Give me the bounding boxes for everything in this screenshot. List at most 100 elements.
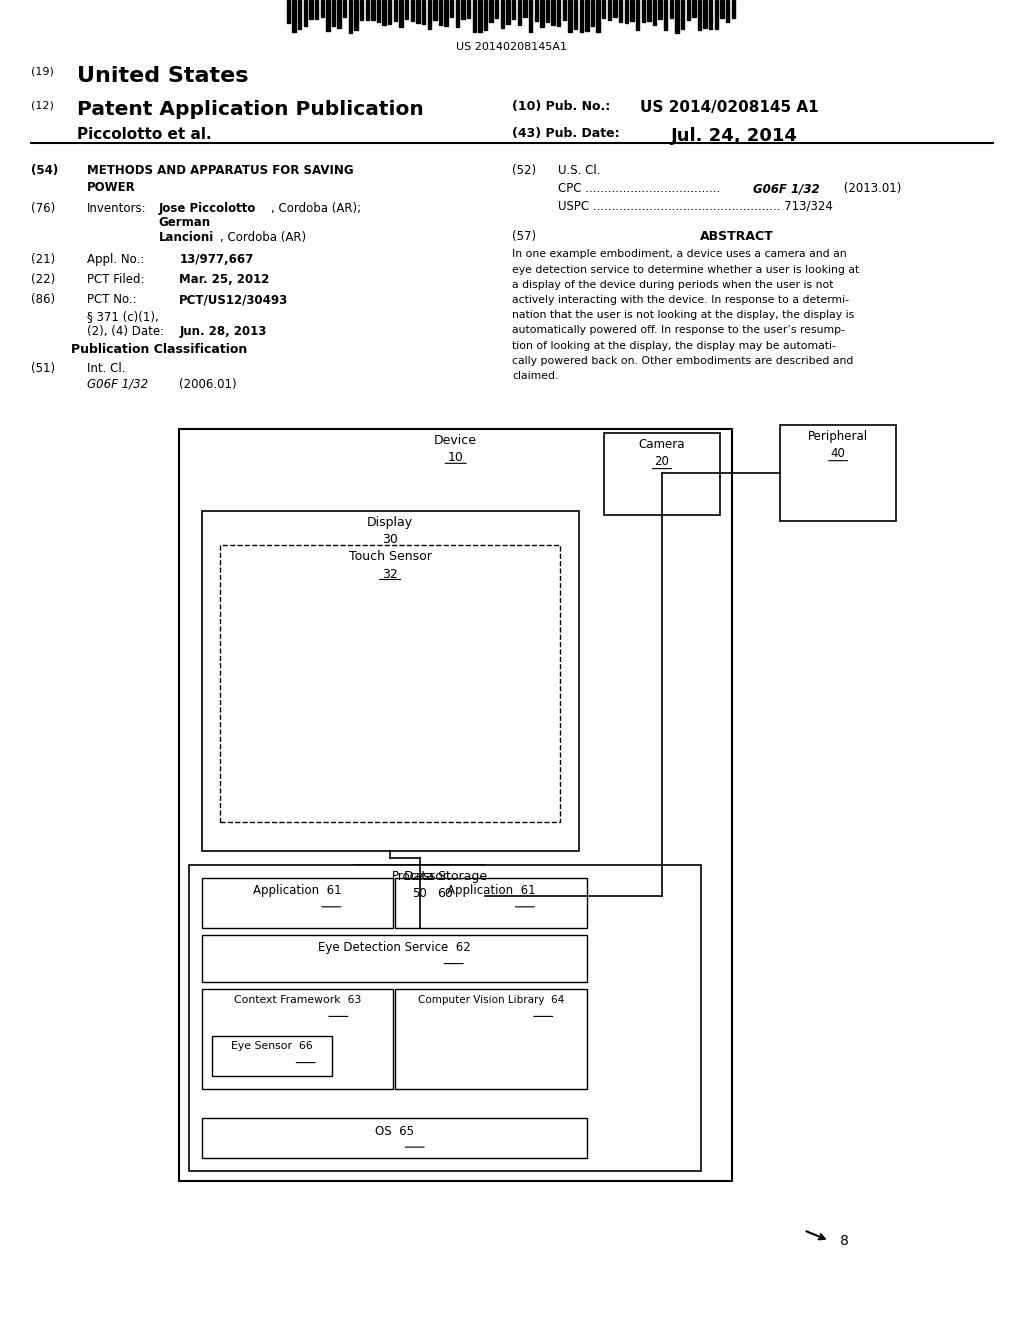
Bar — [523, 0, 526, 17]
Text: (51): (51) — [31, 362, 55, 375]
Text: (22): (22) — [31, 273, 55, 286]
Bar — [512, 0, 515, 18]
Text: G06F 1/32: G06F 1/32 — [753, 182, 819, 195]
Text: 8: 8 — [840, 1234, 849, 1247]
Bar — [406, 0, 409, 18]
Bar — [202, 1118, 587, 1158]
Bar — [321, 0, 324, 17]
Text: Camera: Camera — [639, 438, 685, 451]
Bar — [608, 0, 611, 20]
Bar — [535, 0, 538, 21]
Text: (76): (76) — [31, 202, 55, 215]
Text: a display of the device during periods when the user is not: a display of the device during periods w… — [512, 280, 834, 290]
Text: actively interacting with the device. In response to a determi-: actively interacting with the device. In… — [512, 296, 849, 305]
Bar — [731, 0, 735, 18]
Bar — [202, 935, 587, 982]
Bar — [315, 0, 318, 18]
Bar — [309, 0, 312, 18]
Bar — [202, 511, 579, 851]
Bar — [473, 0, 476, 32]
Text: German: German — [159, 216, 211, 230]
Bar — [653, 0, 656, 25]
Bar — [354, 0, 357, 30]
Bar — [332, 0, 335, 26]
Text: PCT/US12/30493: PCT/US12/30493 — [179, 293, 289, 306]
Bar — [630, 0, 634, 21]
Text: (54): (54) — [31, 164, 58, 177]
Bar — [456, 0, 459, 26]
Bar — [618, 0, 623, 22]
Bar — [399, 0, 402, 26]
Text: PCT No.:: PCT No.: — [87, 293, 136, 306]
Bar — [604, 433, 720, 515]
Text: Publication Classification: Publication Classification — [71, 343, 247, 356]
Text: Jul. 24, 2014: Jul. 24, 2014 — [671, 127, 798, 145]
Bar — [287, 0, 290, 22]
Bar — [451, 0, 454, 17]
Text: § 371 (c)(1),: § 371 (c)(1), — [87, 310, 159, 323]
Text: Appl. No.:: Appl. No.: — [87, 253, 144, 267]
Text: 13/977,667: 13/977,667 — [179, 253, 254, 267]
Bar — [586, 0, 589, 32]
Text: Mar. 25, 2012: Mar. 25, 2012 — [179, 273, 269, 286]
Text: 20: 20 — [654, 455, 670, 469]
Bar — [326, 0, 330, 30]
Bar — [202, 989, 393, 1089]
Text: G06F 1/32: G06F 1/32 — [87, 378, 148, 391]
Text: Jose Piccolotto: Jose Piccolotto — [159, 202, 256, 215]
Bar — [563, 0, 566, 20]
Text: claimed.: claimed. — [512, 371, 558, 381]
Bar — [489, 0, 493, 21]
Text: Lancioni: Lancioni — [159, 231, 214, 244]
Text: OS  65: OS 65 — [375, 1125, 414, 1138]
Text: 40: 40 — [830, 447, 846, 461]
Text: Patent Application Publication: Patent Application Publication — [77, 100, 424, 119]
Bar — [546, 0, 549, 21]
Bar — [461, 0, 465, 20]
Text: 10: 10 — [447, 451, 464, 465]
Bar — [665, 0, 668, 30]
Text: PCT Filed:: PCT Filed: — [87, 273, 144, 286]
Bar — [428, 0, 431, 29]
Bar — [293, 0, 296, 32]
Text: Processor: Processor — [391, 870, 449, 883]
Text: Eye Detection Service  62: Eye Detection Service 62 — [317, 941, 471, 954]
Text: Peripheral: Peripheral — [808, 430, 868, 444]
Bar — [580, 0, 583, 32]
Bar — [686, 0, 690, 20]
Text: USPC .................................................. 713/324: USPC ...................................… — [558, 199, 833, 213]
Bar — [715, 0, 718, 29]
Text: nation that the user is not looking at the display, the display is: nation that the user is not looking at t… — [512, 310, 854, 321]
Bar — [670, 0, 673, 17]
Bar — [220, 545, 560, 822]
Text: cally powered back on. Other embodiments are described and: cally powered back on. Other embodiments… — [512, 355, 853, 366]
Text: 30: 30 — [382, 533, 398, 546]
Text: (2013.01): (2013.01) — [840, 182, 901, 195]
Bar — [613, 0, 616, 17]
Text: (52): (52) — [512, 164, 537, 177]
Bar — [354, 865, 485, 928]
Bar — [625, 0, 628, 22]
Bar — [647, 0, 650, 21]
Text: (21): (21) — [31, 253, 55, 267]
Bar — [658, 0, 662, 18]
Text: Int. Cl.: Int. Cl. — [87, 362, 126, 375]
Bar — [726, 0, 729, 22]
Bar — [528, 0, 532, 32]
Bar — [366, 0, 369, 20]
Bar — [444, 0, 447, 26]
Text: (2), (4) Date:: (2), (4) Date: — [87, 325, 164, 338]
Text: (19): (19) — [31, 66, 53, 77]
Bar — [496, 0, 499, 18]
Bar — [568, 0, 571, 33]
Bar — [393, 0, 397, 21]
Bar — [438, 0, 442, 25]
Text: 50: 50 — [413, 887, 427, 900]
Bar — [681, 0, 684, 29]
Bar — [709, 0, 713, 29]
Text: US 2014/0208145 A1: US 2014/0208145 A1 — [640, 100, 818, 115]
Bar — [507, 0, 510, 24]
Bar — [411, 0, 414, 21]
Text: Context Framework  63: Context Framework 63 — [233, 995, 361, 1006]
Text: Touch Sensor: Touch Sensor — [349, 550, 431, 564]
